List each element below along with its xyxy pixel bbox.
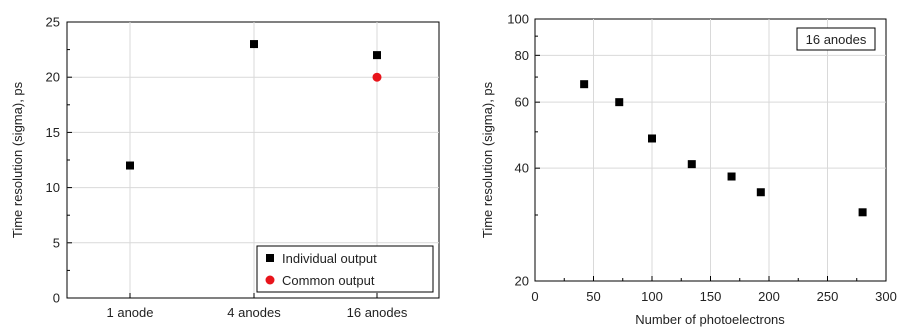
y-tick-label: 80 [515, 48, 529, 63]
data-point-square [756, 188, 765, 197]
annotation-box: 16 anodes [796, 27, 876, 51]
legend-marker-square [266, 254, 274, 262]
x-category-label: 1 anode [107, 305, 154, 320]
annotation-text: 16 anodes [806, 32, 867, 47]
chart-right: 0 50 100 150 200 250 300 20 40 60 80 100 Time resol… [480, 12, 897, 327]
x-tick-label: 300 [875, 289, 897, 304]
y-tick-label: 25 [46, 15, 60, 30]
y-axis-label-right: Time resolution (sigma), ps [480, 81, 495, 238]
y-tick-label: 20 [46, 70, 60, 85]
data-point-square [648, 134, 656, 143]
legend-label-common: Common output [282, 273, 375, 288]
legend: Individual output Common output [256, 245, 434, 293]
y-tick-label: 20 [515, 274, 529, 289]
legend-box [256, 245, 434, 293]
y-tick-label: 100 [507, 12, 529, 27]
legend-marker-circle [265, 275, 275, 285]
y-tick-label: 5 [53, 235, 60, 250]
chart-left: 0 5 10 15 20 25 1 anode 4 anodes 16 anodes Time … [10, 15, 440, 321]
data-point-square [250, 40, 258, 49]
x-axis-label-right: Number of photoelectrons [635, 312, 785, 327]
axis-ticks-right: 0 50 100 150 200 250 300 20 40 60 80 100 [507, 12, 897, 305]
data-point-square [687, 160, 696, 169]
data-point-square [580, 80, 589, 89]
x-tick-label: 250 [817, 289, 839, 304]
y-axis-label-left: Time resolution (sigma), ps [10, 81, 25, 238]
y-tick-label: 10 [46, 180, 60, 195]
data-marks-right [580, 80, 867, 217]
y-tick-label: 60 [515, 95, 529, 110]
data-marks-left [126, 40, 382, 170]
x-category-label: 4 anodes [227, 305, 281, 320]
x-tick-label: 0 [531, 289, 538, 304]
annotation-frame [796, 27, 876, 51]
y-tick-label: 40 [515, 161, 529, 176]
data-point-square [727, 172, 736, 181]
x-tick-label: 150 [700, 289, 722, 304]
data-point-square [858, 208, 867, 217]
y-tick-label: 0 [53, 291, 60, 306]
x-category-label: 16 anodes [347, 305, 408, 320]
legend-label-individual: Individual output [282, 251, 377, 266]
data-point-circle [372, 72, 382, 82]
data-point-square [126, 161, 134, 170]
data-point-square [615, 98, 624, 107]
x-tick-label: 50 [586, 289, 600, 304]
axis-ticks-left: 0 5 10 15 20 25 1 anode 4 anodes 16 anodes [46, 15, 408, 321]
grid-right [535, 19, 886, 281]
y-tick-label: 15 [46, 125, 60, 140]
x-tick-label: 200 [758, 289, 780, 304]
x-tick-label: 100 [641, 289, 663, 304]
data-point-square [373, 51, 381, 60]
